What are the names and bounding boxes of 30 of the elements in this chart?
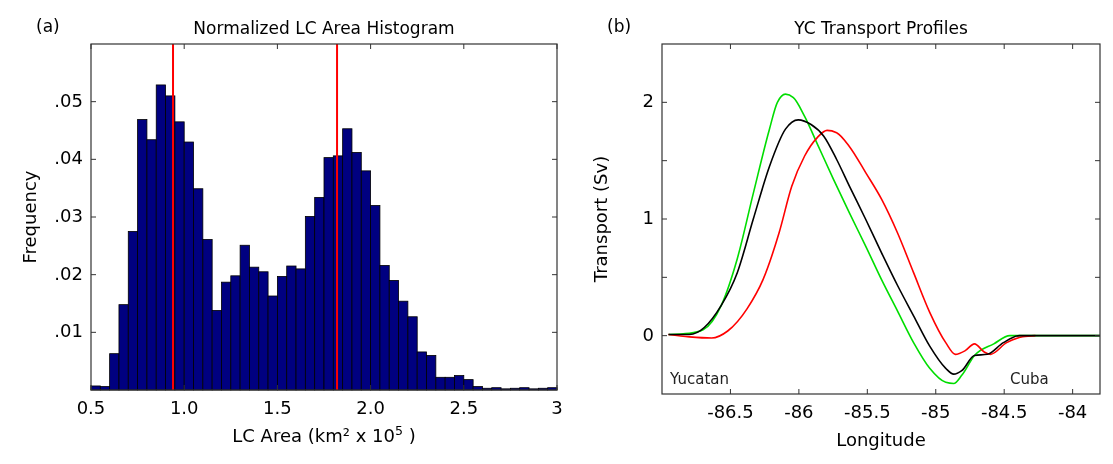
x-tick-label: 1.0 <box>169 397 199 418</box>
text: (a) <box>36 16 60 36</box>
x-tick-label: 3 <box>551 397 563 418</box>
y-tick-label: .02 <box>54 262 83 284</box>
text: (b) <box>607 16 632 36</box>
chart-title: Normalized LC Area Histogram <box>193 18 455 38</box>
y-tick-label: .05 <box>54 89 83 111</box>
y-tick-label: .04 <box>54 147 83 169</box>
annotation: Yucatan <box>669 370 729 388</box>
y-axis-title: Frequency <box>19 170 40 264</box>
x-tick-label: -84 <box>1057 401 1088 422</box>
annotation: Cuba <box>1010 370 1049 388</box>
y-axis-title: Transport (Sv) <box>590 155 611 284</box>
x-tick-label: -85 <box>921 401 951 422</box>
x-tick-label: 2.5 <box>449 397 479 418</box>
y-tick-label: 0 <box>642 323 654 345</box>
x-tick-label: -85.5 <box>844 401 891 422</box>
x-tick-label: 0.5 <box>76 397 106 418</box>
y-tick-label: .01 <box>54 320 83 342</box>
x-tick-label: -86.5 <box>707 401 754 422</box>
x-tick-label: 1.5 <box>263 397 292 418</box>
x-tick-label: -84.5 <box>980 401 1028 422</box>
x-tick-label: 2.0 <box>356 397 385 418</box>
y-tick-label: .03 <box>54 205 83 226</box>
x-tick-label: -86 <box>784 401 814 422</box>
chart-title: YC Transport Profiles <box>793 18 968 38</box>
y-tick-label: 2 <box>642 90 654 112</box>
y-tick-label: 1 <box>642 207 654 228</box>
x-axis-title: Longitude <box>836 429 926 450</box>
x-axis-title: LC Area (km² x 10$^{5}$ ) <box>232 422 416 446</box>
